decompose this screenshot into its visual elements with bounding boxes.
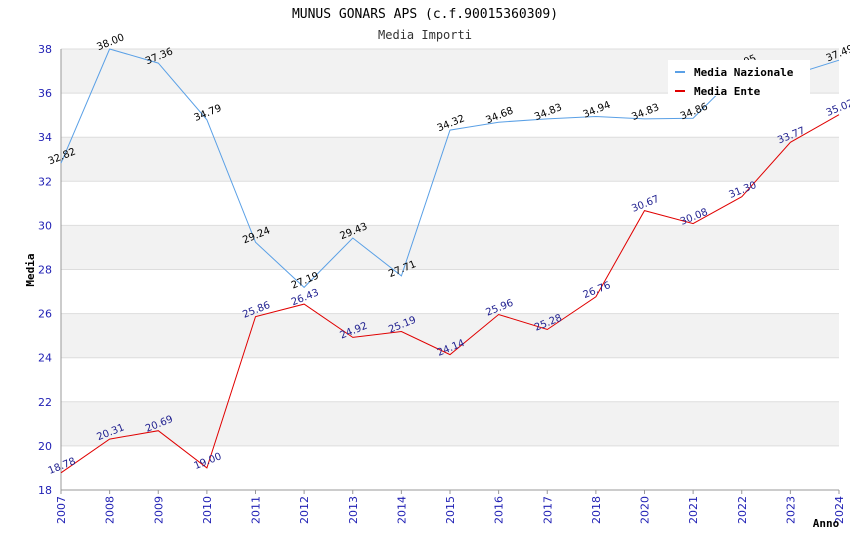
x-tick-label: 2013 bbox=[347, 496, 360, 524]
x-tick-label: 2008 bbox=[104, 496, 117, 524]
x-tick-label: 2012 bbox=[298, 496, 311, 524]
x-tick-label: 2024 bbox=[833, 496, 846, 524]
x-tick-label: 2011 bbox=[250, 496, 263, 524]
y-tick-label: 22 bbox=[38, 396, 52, 409]
y-tick-label: 28 bbox=[38, 264, 52, 277]
legend-entry: Media Ente bbox=[694, 85, 761, 98]
x-tick-label: 2023 bbox=[784, 496, 797, 524]
y-tick-label: 18 bbox=[38, 484, 52, 497]
x-tick-label: 2020 bbox=[639, 496, 652, 524]
chart-title: MUNUS GONARS APS (c.f.90015360309) bbox=[292, 7, 558, 22]
y-tick-label: 32 bbox=[38, 175, 52, 188]
x-axis-ticks: 2007 2008 2009 2010 2011 2012 2013 2014 2015 2016… bbox=[55, 490, 846, 524]
legend: Media Nazionale Media Ente bbox=[668, 60, 810, 98]
y-tick-label: 34 bbox=[38, 131, 52, 144]
band bbox=[61, 401, 839, 446]
x-axis-title: Anno bbox=[813, 517, 840, 530]
y-tick-label: 30 bbox=[38, 219, 52, 232]
legend-entry: Media Nazionale bbox=[694, 66, 794, 79]
y-tick-label: 24 bbox=[38, 352, 52, 365]
x-tick-label: 2014 bbox=[395, 496, 408, 524]
x-tick-label: 2015 bbox=[444, 496, 457, 524]
y-axis-title: Media bbox=[24, 253, 37, 286]
band bbox=[61, 137, 839, 182]
y-axis-ticks: 18 20 22 24 26 28 30 32 34 36 38 bbox=[38, 43, 52, 497]
series-line-media-ente bbox=[60, 114, 840, 474]
y-tick-label: 20 bbox=[38, 440, 52, 453]
chart-subtitle: Media Importi bbox=[378, 28, 472, 42]
series-line-media-nazionale bbox=[60, 48, 840, 289]
x-tick-label: 2009 bbox=[152, 496, 165, 524]
y-tick-label: 38 bbox=[38, 43, 52, 56]
x-tick-label: 2016 bbox=[493, 496, 506, 524]
x-tick-label: 2017 bbox=[541, 496, 554, 524]
y-tick-label: 36 bbox=[38, 87, 52, 100]
x-tick-label: 2010 bbox=[201, 496, 214, 524]
y-tick-label: 26 bbox=[38, 308, 52, 321]
x-tick-label: 2022 bbox=[736, 496, 749, 524]
legend-box bbox=[668, 60, 810, 96]
band bbox=[61, 225, 839, 270]
band bbox=[61, 313, 839, 358]
x-tick-label: 2018 bbox=[590, 496, 603, 524]
x-tick-label: 2007 bbox=[55, 496, 68, 524]
x-tick-label: 2021 bbox=[687, 496, 700, 524]
